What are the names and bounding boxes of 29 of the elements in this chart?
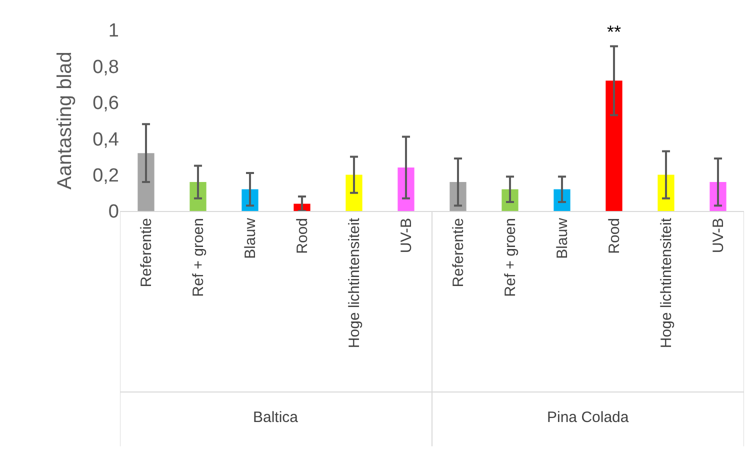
bar: [398, 168, 414, 211]
y-axis-title: Aantasting blad: [54, 52, 76, 190]
x-tick-label: Ref + groen: [190, 218, 207, 297]
bar: [658, 174, 674, 211]
y-tick-label: 0,4: [92, 129, 120, 150]
bar: [190, 182, 206, 211]
y-tick-label: 1: [108, 20, 119, 42]
y-tick-label: 0,6: [92, 93, 119, 114]
x-tick-label: Blauw: [242, 218, 259, 259]
x-tick-label: Ref + groen: [502, 218, 519, 297]
y-tick-label: 0,8: [92, 56, 119, 78]
x-tick-label: Hoge lichtintensiteit: [658, 217, 675, 348]
y-tick-label: 0: [108, 202, 119, 223]
x-tick-label: Rood: [294, 218, 311, 254]
x-tick-label: Referentie: [138, 218, 155, 288]
y-tick-label: 0,2: [92, 165, 119, 186]
x-tick-label: Blauw: [554, 218, 571, 259]
text: Pina Colada: [547, 409, 630, 426]
bar: [502, 189, 518, 211]
x-tick-label: UV-B: [710, 218, 727, 254]
x-tick-label: Rood: [606, 218, 623, 254]
bar: [606, 80, 622, 211]
text: Baltica: [253, 409, 299, 426]
x-tick-label: Referentie: [450, 218, 467, 288]
bar: [138, 153, 154, 211]
x-tick-label: UV-B: [398, 218, 415, 254]
bar: [346, 174, 362, 211]
x-tick-label: Hoge lichtintensiteit: [346, 217, 363, 348]
annotation: **: [607, 22, 622, 42]
